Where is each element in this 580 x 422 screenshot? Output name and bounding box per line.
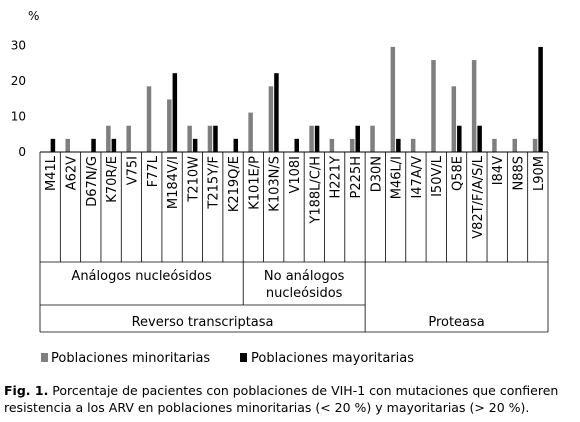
bar-mayoritarias [213, 125, 218, 152]
bar-minoritarias [370, 125, 375, 152]
category-label: N88S [512, 156, 527, 191]
bar-mayoritarias [396, 138, 401, 152]
bar-mayoritarias [538, 46, 543, 152]
bar-minoritarias [492, 138, 497, 152]
legend-label-mayoritarias: Poblaciones mayoritarias [251, 351, 414, 366]
caption-label: Fig. 1. [4, 383, 49, 398]
bar-mayoritarias [355, 125, 360, 152]
bar-minoritarias [390, 46, 396, 152]
bar-mayoritarias [91, 138, 96, 152]
legend-label-minoritarias: Poblaciones minoritarias [51, 351, 210, 366]
bar-mayoritarias [314, 125, 320, 152]
category-label: V108I [288, 156, 303, 194]
group-label-proteasa: Proteasa [428, 315, 484, 330]
bar-minoritarias [309, 125, 314, 152]
bar-minoritarias [65, 138, 70, 152]
bar-minoritarias [248, 112, 253, 152]
mutation-bar-chart: % 0 10 20 30 M41L A62V D67N/G K70R/E V75I F77L M184… [11, 9, 549, 366]
bar-minoritarias [349, 138, 355, 152]
bar-minoritarias [268, 86, 274, 152]
bar-minoritarias [207, 125, 213, 152]
bar-minoritarias [471, 60, 477, 152]
y-tick-label: 10 [11, 110, 26, 124]
category-label: D30N [369, 156, 384, 192]
caption-text: Porcentaje de pacientes con poblaciones … [4, 383, 559, 415]
category-label: I50V/L [430, 155, 445, 197]
bar-mayoritarias [111, 138, 117, 152]
y-tick-label: 30 [11, 39, 26, 53]
category-label: D67N/G [85, 156, 100, 207]
bar-mayoritarias [294, 138, 299, 152]
category-label: F77L [146, 155, 161, 187]
bar-mayoritarias [477, 125, 482, 152]
category-label: I47A/V [410, 156, 425, 199]
category-label: K103N/S [268, 156, 283, 212]
bar-minoritarias [126, 125, 131, 152]
bar-minoritarias [512, 138, 518, 152]
category-label: K219Q/E [227, 156, 242, 212]
group-label-reverso: Reverso transcriptasa [132, 315, 274, 330]
category-label: M41L [44, 155, 59, 191]
bar-mayoritarias [274, 73, 279, 152]
bar-minoritarias [431, 60, 436, 152]
legend-swatch-mayoritarias [240, 353, 247, 362]
category-label: Y188L/C/H [308, 156, 323, 225]
category-label: T210W [186, 156, 201, 203]
group-label-analogos: Análogos nucleósidos [71, 269, 212, 284]
category-label: M46L/I [390, 156, 405, 199]
bar-minoritarias [451, 86, 457, 152]
bar-mayoritarias [50, 138, 56, 152]
category-label: A62V [64, 156, 79, 190]
bar-mayoritarias [192, 138, 198, 152]
category-label: T215Y/F [207, 156, 222, 210]
group-label-no-analogos-line1: No análogos [264, 269, 345, 284]
y-tick-label: 0 [18, 145, 26, 159]
category-label: K70R/E [105, 156, 120, 203]
bar-minoritarias [167, 99, 172, 152]
bar-minoritarias [187, 125, 192, 152]
bar-minoritarias [532, 138, 538, 152]
category-label: M184V/I [166, 156, 181, 209]
figure-caption: Fig. 1. Porcentaje de pacientes con pobl… [4, 382, 578, 416]
bar-minoritarias [106, 125, 111, 152]
bar-mayoritarias [233, 138, 239, 152]
bar-minoritarias [329, 138, 335, 152]
bar-minoritarias [146, 86, 152, 152]
category-label: I84V [491, 156, 506, 185]
category-label: P225H [349, 156, 364, 198]
y-tick-label: 20 [11, 74, 26, 88]
category-label: L90M [532, 156, 547, 191]
category-label: H221Y [329, 156, 344, 199]
y-axis-label: % [28, 9, 39, 23]
legend-swatch-minoritarias [41, 353, 48, 362]
bar-mayoritarias [457, 125, 462, 152]
bar-minoritarias [410, 138, 416, 152]
category-label: V82T/F/A/S/L [471, 155, 486, 239]
bar-mayoritarias [172, 73, 178, 152]
category-label: V75I [125, 156, 140, 185]
category-label: K101E/P [247, 156, 262, 210]
category-label: Q58E [451, 156, 466, 191]
group-label-no-analogos-line2: nucleósidos [266, 286, 343, 301]
